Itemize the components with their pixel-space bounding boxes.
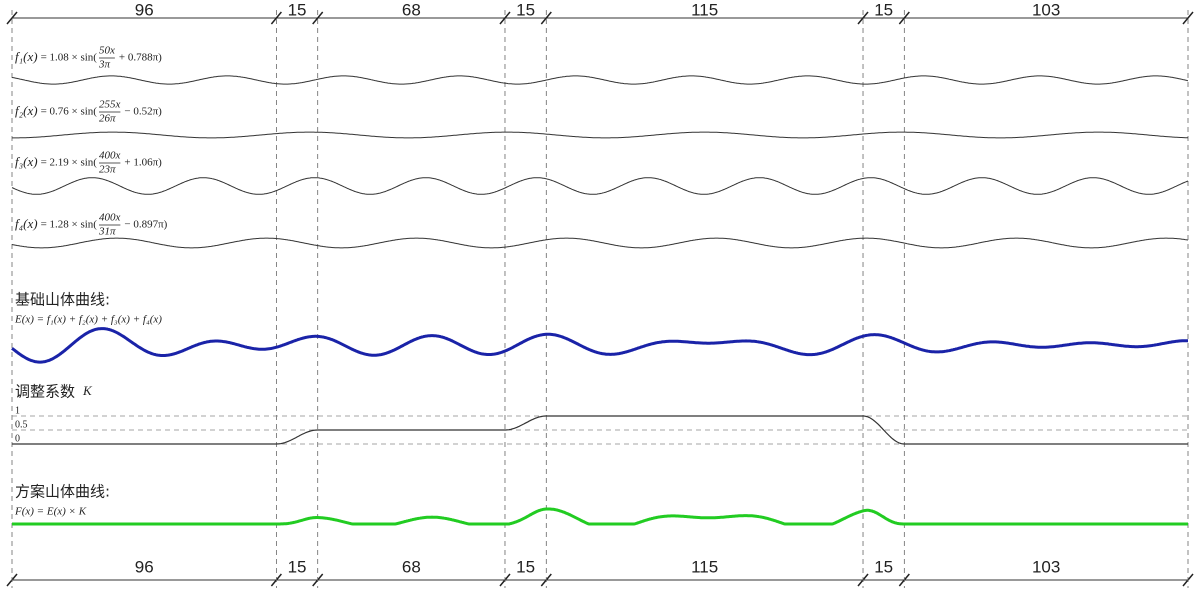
fraction-denominator: 3π	[98, 59, 111, 71]
expression-start: = 1.08 × sin(	[41, 52, 98, 64]
expression-end: − 0.52π)	[124, 106, 162, 118]
fraction-numerator: 400x	[99, 150, 121, 162]
dimension-label: 15	[874, 0, 893, 19]
dimension-label: 96	[135, 557, 154, 576]
function-curve	[11, 75, 1189, 85]
expression-start: = 2.19 × sin(	[41, 157, 98, 169]
dimension-label: 15	[516, 0, 535, 19]
expression-end: + 1.06π)	[124, 157, 162, 169]
dimension-tick	[1182, 11, 1194, 25]
fraction-numerator: 50x	[99, 45, 115, 57]
adjustment-title: 调整系数	[15, 383, 75, 401]
dimension-label: 15	[288, 557, 307, 576]
dimension-label: 115	[691, 557, 718, 576]
expression-end: − 0.897π)	[124, 219, 167, 231]
result-curve	[12, 507, 1188, 526]
result-title: 方案山体曲线:	[15, 483, 110, 501]
expression-start: = 0.76 × sin(	[41, 106, 98, 118]
dimension-label: 15	[288, 0, 307, 19]
k-tick-label: 1	[15, 405, 20, 416]
k-tick-label: 0.5	[15, 419, 28, 430]
k-tick-label: 0	[15, 433, 20, 444]
dimension-label: 15	[516, 557, 535, 576]
fraction-denominator: 23π	[99, 164, 116, 176]
fraction-denominator: 31π	[98, 226, 116, 238]
function-name: f₁(x)	[15, 49, 38, 64]
dimension-tick	[540, 11, 552, 25]
dimension-label: 68	[402, 557, 421, 576]
expression-end: + 0.788π)	[119, 52, 162, 64]
dimension-label: 68	[402, 0, 421, 19]
dimension-label: 15	[874, 557, 893, 576]
function-curve	[12, 131, 1189, 139]
dimension-label: 103	[1032, 0, 1060, 19]
function-name: f₃(x)	[15, 154, 38, 169]
adjustment-symbol: K	[82, 383, 93, 398]
function-name: f₂(x)	[15, 103, 38, 118]
dimension-tick	[857, 11, 869, 25]
dimension-tick	[270, 11, 282, 25]
dimension-tick	[499, 11, 511, 25]
base-formula: E(x) = f₁(x) + f₂(x) + f₃(x) + f₄(x)	[14, 314, 162, 326]
function-curve	[11, 177, 1189, 195]
k-curve	[12, 415, 1188, 445]
base-title: 基础山体曲线:	[15, 291, 110, 309]
fraction-denominator: 26π	[99, 113, 116, 125]
dimension-label: 96	[135, 0, 154, 19]
dimension-label: 103	[1032, 557, 1060, 576]
dimension-tick	[312, 11, 324, 25]
dimension-tick	[6, 11, 18, 25]
base-curve	[11, 327, 1188, 364]
fraction-numerator: 255x	[99, 99, 121, 111]
result-formula: F(x) = E(x) × K	[14, 506, 87, 518]
fraction-numerator: 400x	[99, 212, 121, 224]
dimension-tick	[898, 11, 910, 25]
function-curve	[11, 237, 1189, 249]
function-name: f₄(x)	[15, 216, 38, 231]
dimension-label: 115	[691, 0, 718, 19]
expression-start: = 1.28 × sin(	[41, 219, 98, 231]
